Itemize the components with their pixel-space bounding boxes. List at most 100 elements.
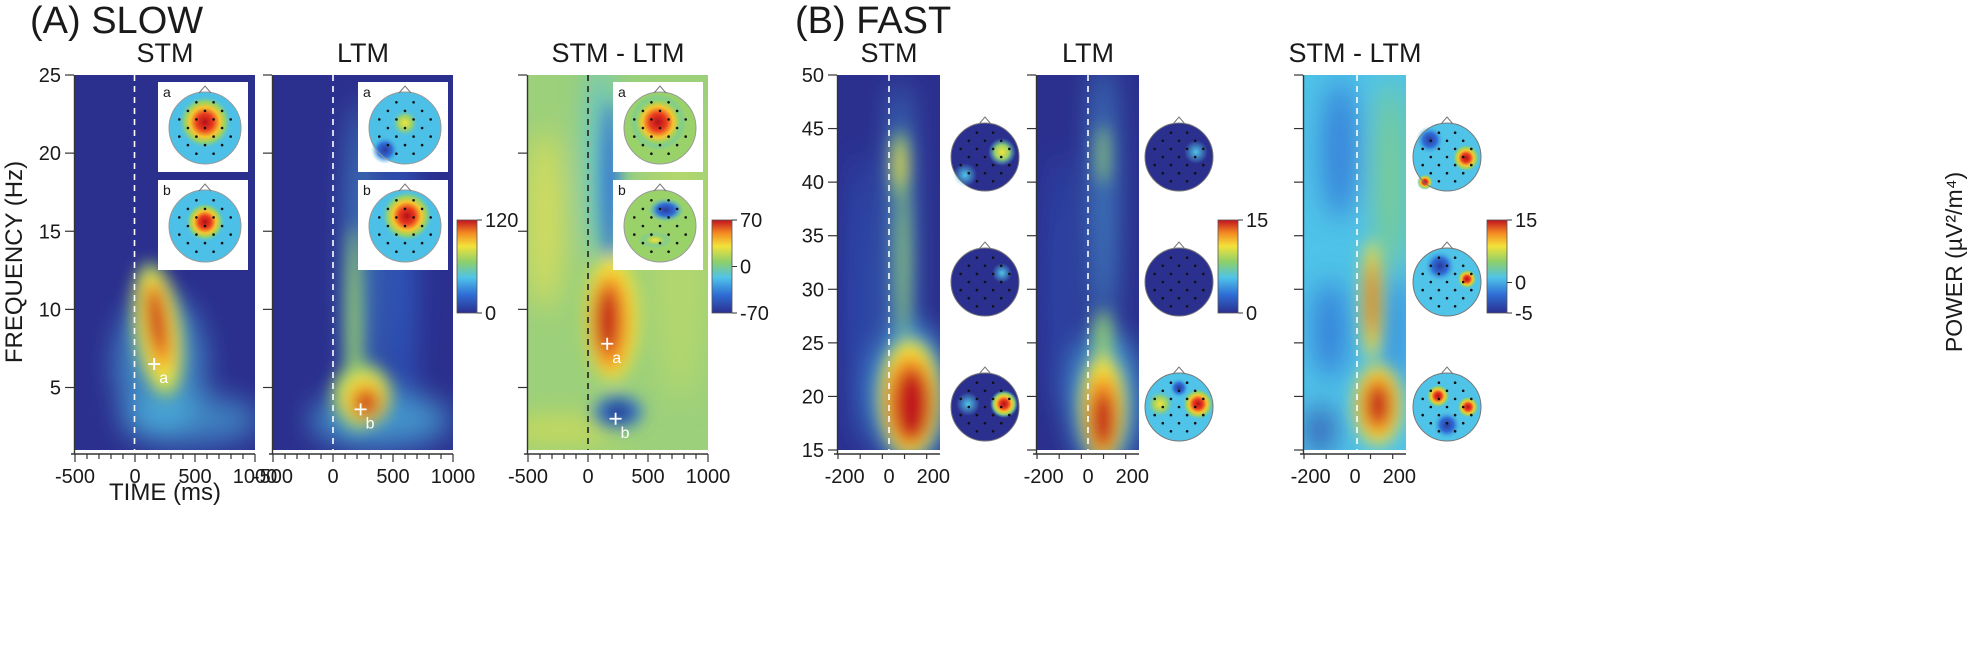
electrode-dot xyxy=(1153,413,1156,417)
electrode-dot xyxy=(386,126,390,130)
electrode-dot xyxy=(1193,171,1197,175)
electrode-dot xyxy=(1177,264,1181,268)
electrode-dot xyxy=(1437,413,1441,417)
svg-text:a: a xyxy=(363,84,371,100)
electrode-dot xyxy=(386,241,390,245)
electrode-dot xyxy=(1193,139,1197,143)
y-axis-title-slow: FREQUENCY (Hz) xyxy=(1,161,28,363)
axes-fast-ltm: -200 0 200 xyxy=(1024,74,1149,488)
electrode-dot xyxy=(983,171,987,175)
colorbar-tick-label-fast-diff: 15 xyxy=(1515,210,1537,232)
electrode-dot xyxy=(412,250,415,253)
electrode-dot xyxy=(1421,397,1424,401)
panel-b-label: (B) FAST xyxy=(795,0,951,42)
electrode-dot xyxy=(1185,272,1189,276)
nose-icon xyxy=(978,116,992,125)
electrode-dot xyxy=(1421,413,1424,417)
electrode-dot xyxy=(999,405,1003,409)
electrode-dot xyxy=(378,216,381,219)
electrode-dot xyxy=(991,256,995,260)
electrode-dot xyxy=(959,272,962,276)
electrode-dot xyxy=(1421,147,1424,151)
electrode-dot xyxy=(203,241,207,245)
nose-icon xyxy=(1440,241,1454,250)
x-tick-label-fast-stm: 0 xyxy=(883,466,894,488)
electrode-dot xyxy=(1177,405,1181,409)
electrode-dot xyxy=(1193,264,1197,268)
electrode-dot xyxy=(395,250,398,253)
electrode-dot xyxy=(212,216,215,219)
electrode-dot xyxy=(991,413,995,417)
electrode-dot xyxy=(212,250,215,253)
electrode-dot xyxy=(203,207,207,211)
electrode-dot xyxy=(1429,405,1433,409)
electrode-dot xyxy=(684,216,687,219)
electrode-dot xyxy=(1437,163,1441,167)
electrode-dot xyxy=(1202,272,1205,276)
electrode-dot xyxy=(1461,421,1465,425)
electrode-dot xyxy=(975,256,979,260)
electrode-dot xyxy=(1453,163,1457,167)
electrode-dot xyxy=(1193,389,1197,393)
electrode-dot xyxy=(420,126,424,130)
marker-label-slow-stm: a xyxy=(159,370,168,387)
colorbar-slow-diff xyxy=(711,219,733,314)
electrode-dot xyxy=(386,109,390,113)
electrode-dot xyxy=(1429,171,1433,175)
electrode-dot xyxy=(1169,305,1173,308)
electrode-dot xyxy=(1461,280,1465,284)
electrode-dot xyxy=(186,207,190,211)
electrode-dot xyxy=(667,118,670,121)
nose-icon xyxy=(653,85,667,94)
electrode-dot xyxy=(1008,288,1011,292)
electrode-dot xyxy=(1453,381,1457,385)
axes-fast-diff: -200 0 200 xyxy=(1291,74,1416,488)
electrode-dot xyxy=(1470,147,1473,151)
electrode-dot xyxy=(650,135,653,138)
electrode-dot xyxy=(1185,256,1189,260)
electrode-dot xyxy=(195,118,198,121)
electrode-dot xyxy=(403,126,407,130)
electrode-dot xyxy=(395,216,398,219)
electrode-dot xyxy=(1461,296,1465,300)
colorbar-tick-label-fast-diff: -5 xyxy=(1515,303,1533,325)
electrode-dot xyxy=(1429,421,1433,425)
electrode-dot xyxy=(412,233,415,236)
electrode-dot xyxy=(220,207,224,211)
electrode-dot xyxy=(1177,421,1181,425)
plot-fast-stm: STM -200 0 200 15 20 25 30 35 40 45 50 xyxy=(802,38,1020,488)
electrode-dot xyxy=(378,118,381,121)
electrode-dot xyxy=(386,224,390,228)
electrode-dot xyxy=(967,405,971,409)
colorbar-tick-label-slow-ltm: 0 xyxy=(485,303,496,325)
y-tick-label-slow-stm: 25 xyxy=(39,65,61,87)
electrode-dot xyxy=(650,118,653,121)
x-tick-label-fast-stm: 200 xyxy=(917,466,950,488)
electrode-dot xyxy=(658,126,662,130)
electrode-dot xyxy=(1429,264,1433,268)
colorbar-tick-label-slow-ltm: 120 xyxy=(485,210,518,232)
electrode-dot xyxy=(212,135,215,138)
electrode-dot xyxy=(229,135,232,138)
electrode-dot xyxy=(1429,139,1433,143)
electrode-dot xyxy=(1185,180,1189,183)
electrode-dots xyxy=(178,85,1473,433)
electrode-dot xyxy=(195,199,198,202)
marker-slow-ltm-b: b xyxy=(354,403,375,432)
plot-title-fast-diff: STM - LTM xyxy=(1289,38,1422,68)
electrode-dot xyxy=(186,241,190,245)
electrode-dot xyxy=(1421,272,1424,276)
electrode-dot xyxy=(1202,163,1205,167)
x-tick-label-fast-diff: -200 xyxy=(1291,466,1331,488)
electrode-dot xyxy=(1453,272,1457,276)
electrode-dot xyxy=(1453,430,1457,433)
x-axis-title-slow: TIME (ms) xyxy=(109,479,221,506)
nose-icon xyxy=(198,85,212,94)
electrode-dot xyxy=(983,421,987,425)
electrode-dot xyxy=(1437,430,1441,433)
electrode-dot xyxy=(1008,397,1011,401)
electrode-dot xyxy=(229,118,232,121)
electrode-dot xyxy=(1161,389,1165,393)
electrode-dot xyxy=(975,288,979,292)
